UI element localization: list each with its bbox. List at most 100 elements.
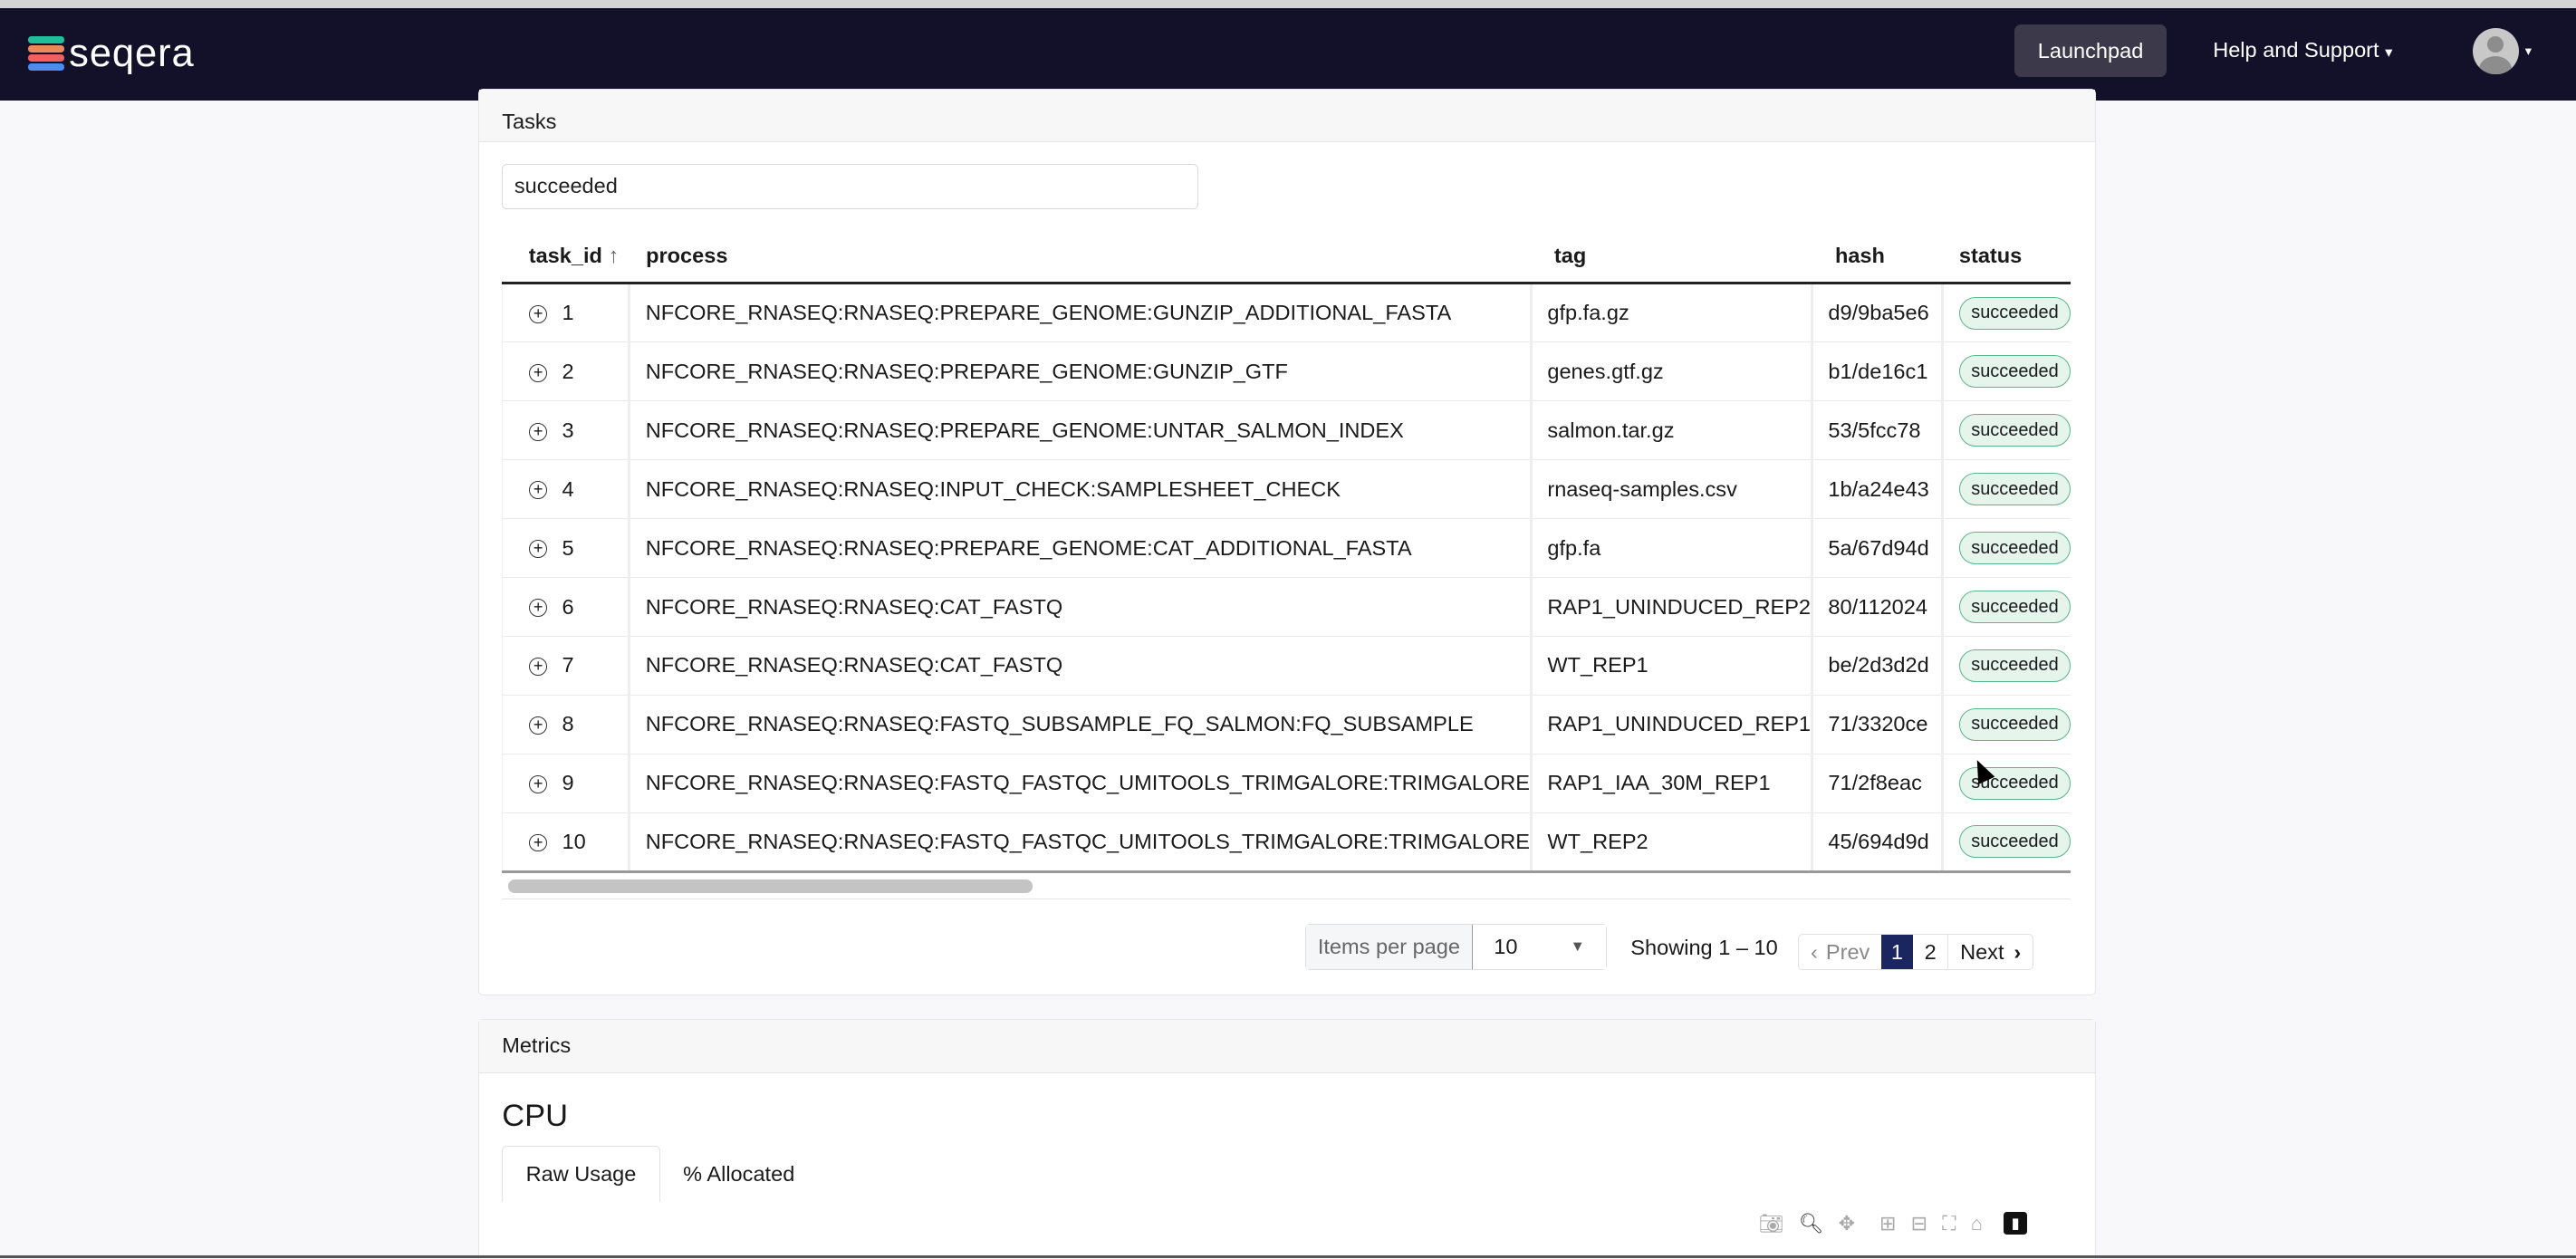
launchpad-button[interactable]: Launchpad: [2014, 24, 2167, 78]
tag-cell: RAP1_UNINDUCED_REP2: [1531, 577, 1814, 637]
prev-page-button[interactable]: ‹ Prev: [1810, 939, 1870, 964]
horizontal-scrollbar[interactable]: [502, 877, 2071, 900]
hash-cell: b1/de16c1: [1812, 341, 1945, 402]
task-id-cell: +4: [502, 459, 631, 520]
status-cell: succeeded: [1942, 754, 2071, 813]
chevron-down-icon: ▾: [2385, 43, 2393, 61]
process-cell: NFCORE_RNASEQ:RNASEQ:PREPARE_GENOME:CAT_…: [629, 518, 1533, 579]
plotly-logo-icon[interactable]: ▮: [2004, 1212, 2027, 1235]
expand-plus-icon[interactable]: +: [529, 423, 548, 441]
tasks-card: Tasks task_id ↑ process tag hash status …: [477, 88, 2097, 996]
process-cell: NFCORE_RNASEQ:RNASEQ:FASTQ_FASTQC_UMITOO…: [629, 754, 1533, 813]
process-cell: NFCORE_RNASEQ:RNASEQ:PREPARE_GENOME:GUNZ…: [629, 341, 1533, 402]
tag-cell: WT_REP1: [1531, 636, 1814, 696]
table-row[interactable]: +5 NFCORE_RNASEQ:RNASEQ:PREPARE_GENOME:C…: [502, 518, 2071, 579]
pan-icon[interactable]: ✥: [1838, 1211, 1855, 1235]
metrics-tabs: Raw Usage % Allocated: [502, 1146, 818, 1202]
top-navbar: seqera Launchpad Help and Support ▾ ▾: [0, 8, 2576, 101]
home-icon[interactable]: ⌂: [1970, 1211, 1983, 1235]
bottom-edge: [0, 1254, 2576, 1259]
expand-plus-icon[interactable]: +: [529, 305, 548, 324]
column-process[interactable]: process: [629, 229, 1532, 285]
autoscale-icon[interactable]: ⛶: [1942, 1211, 1956, 1235]
hash-cell: d9/9ba5e6: [1812, 283, 1945, 343]
expand-plus-icon[interactable]: +: [529, 658, 548, 677]
process-cell: NFCORE_RNASEQ:RNASEQ:FASTQ_SUBSAMPLE_FQ_…: [629, 695, 1533, 754]
column-task-id[interactable]: task_id ↑: [502, 229, 630, 285]
avatar[interactable]: [2472, 27, 2519, 74]
status-cell: succeeded: [1942, 695, 2071, 754]
expand-plus-icon[interactable]: +: [529, 540, 548, 559]
table-row[interactable]: +2 NFCORE_RNASEQ:RNASEQ:PREPARE_GENOME:G…: [502, 341, 2071, 402]
status-badge: succeeded: [1958, 707, 2071, 741]
items-per-page-select[interactable]: 10 ▼: [1471, 925, 1607, 970]
seqera-logo[interactable]: seqera: [27, 34, 195, 73]
caret-down-icon: ▼: [1570, 938, 1585, 956]
help-support-menu[interactable]: Help and Support ▾: [2213, 38, 2392, 62]
hash-cell: be/2d3d2d: [1812, 636, 1945, 696]
hash-cell: 1b/a24e43: [1812, 459, 1945, 520]
items-per-page-value: 10: [1494, 935, 1518, 959]
hash-cell: 45/694d9d: [1812, 812, 1945, 873]
status-cell: succeeded: [1942, 400, 2071, 461]
status-badge: succeeded: [1958, 296, 2071, 330]
tab-raw-usage[interactable]: Raw Usage: [502, 1146, 660, 1202]
expand-plus-icon[interactable]: +: [529, 716, 548, 735]
task-search-input[interactable]: [502, 163, 1199, 210]
tag-cell: salmon.tar.gz: [1531, 400, 1814, 461]
status-badge: succeeded: [1958, 649, 2071, 682]
expand-plus-icon[interactable]: +: [529, 364, 548, 382]
table-row[interactable]: +9 NFCORE_RNASEQ:RNASEQ:FASTQ_FASTQC_UMI…: [502, 754, 2071, 813]
zoom-in-icon[interactable]: ⊞: [1879, 1211, 1897, 1235]
expand-plus-icon[interactable]: +: [529, 599, 548, 618]
tasks-header: Tasks: [478, 89, 2096, 142]
column-tag[interactable]: tag: [1531, 229, 1812, 285]
table-row[interactable]: +3 NFCORE_RNASEQ:RNASEQ:PREPARE_GENOME:U…: [502, 400, 2071, 461]
tag-cell: RAP1_UNINDUCED_REP1: [1531, 695, 1814, 754]
expand-plus-icon[interactable]: +: [529, 833, 548, 852]
metrics-card: Metrics CPU Raw Usage % Allocated 📷︎ 🔍︎ …: [477, 1018, 2097, 1259]
tab-percent-allocated[interactable]: % Allocated: [683, 1161, 795, 1186]
chevron-left-icon: ‹: [1810, 939, 1818, 964]
tag-cell: RAP1_IAA_30M_REP1: [1531, 754, 1814, 813]
tag-cell: gfp.fa.gz: [1531, 283, 1814, 343]
status-badge: succeeded: [1958, 473, 2071, 506]
status-cell: succeeded: [1942, 636, 2071, 696]
zoom-out-icon[interactable]: ⊟: [1910, 1211, 1927, 1235]
page-1-button[interactable]: 1: [1881, 935, 1913, 970]
task-id-cell: +7: [502, 636, 631, 696]
expand-plus-icon[interactable]: +: [529, 481, 548, 500]
zoom-icon[interactable]: 🔍︎: [1798, 1211, 1824, 1235]
page-2-button[interactable]: 2: [1924, 939, 1937, 964]
table-row[interactable]: +1 NFCORE_RNASEQ:RNASEQ:PREPARE_GENOME:G…: [502, 283, 2071, 343]
seqera-logo-icon: [27, 35, 64, 72]
chevron-right-icon: ›: [2014, 939, 2022, 964]
expand-plus-icon[interactable]: +: [529, 775, 548, 794]
status-badge: succeeded: [1958, 766, 2071, 800]
table-row[interactable]: +7 NFCORE_RNASEQ:RNASEQ:CAT_FASTQ WT_REP…: [502, 636, 2071, 696]
items-per-page: Items per page 10 ▼: [1305, 924, 1608, 971]
column-hash[interactable]: hash: [1812, 229, 1943, 285]
tasks-table: task_id ↑ process tag hash status +1 NFC…: [502, 229, 2071, 873]
process-cell: NFCORE_RNASEQ:RNASEQ:CAT_FASTQ: [629, 577, 1533, 637]
status-badge: succeeded: [1958, 591, 2071, 623]
showing-range: Showing 1 – 10: [1630, 936, 1778, 960]
process-cell: NFCORE_RNASEQ:RNASEQ:PREPARE_GENOME:UNTA…: [629, 400, 1533, 461]
table-row[interactable]: +6 NFCORE_RNASEQ:RNASEQ:CAT_FASTQ RAP1_U…: [502, 577, 2071, 637]
status-cell: succeeded: [1942, 341, 2071, 402]
next-page-button[interactable]: Next ›: [1947, 935, 2033, 970]
status-cell: succeeded: [1942, 459, 2071, 520]
hash-cell: 5a/67d94d: [1812, 518, 1945, 579]
process-cell: NFCORE_RNASEQ:RNASEQ:INPUT_CHECK:SAMPLES…: [629, 459, 1533, 520]
table-row[interactable]: +10 NFCORE_RNASEQ:RNASEQ:FASTQ_FASTQC_UM…: [502, 812, 2071, 873]
chevron-down-icon[interactable]: ▾: [2524, 43, 2533, 59]
task-id-cell: +10: [502, 812, 631, 873]
process-cell: NFCORE_RNASEQ:RNASEQ:CAT_FASTQ: [629, 636, 1533, 696]
table-row[interactable]: +4 NFCORE_RNASEQ:RNASEQ:INPUT_CHECK:SAMP…: [502, 459, 2071, 520]
camera-icon[interactable]: 📷︎: [1758, 1211, 1784, 1235]
scrollbar-thumb[interactable]: [508, 879, 1033, 893]
process-cell: NFCORE_RNASEQ:RNASEQ:PREPARE_GENOME:GUNZ…: [629, 283, 1533, 343]
task-id-cell: +9: [502, 754, 631, 813]
table-row[interactable]: +8 NFCORE_RNASEQ:RNASEQ:FASTQ_SUBSAMPLE_…: [502, 695, 2071, 754]
column-status[interactable]: status: [1942, 229, 2071, 285]
